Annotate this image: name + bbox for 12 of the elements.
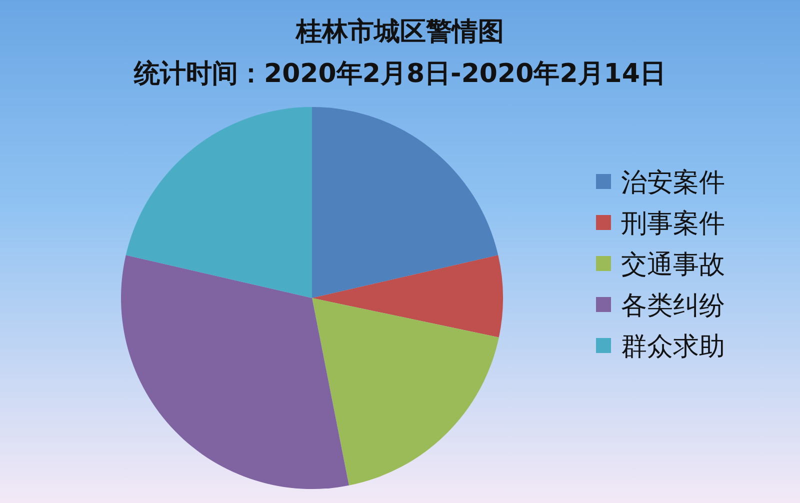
legend-label: 群众求助 bbox=[621, 332, 725, 362]
chart-subtitle: 统计时间：2020年2月8日-2020年2月14日 bbox=[133, 59, 666, 89]
legend-label: 交通事故 bbox=[621, 250, 725, 280]
pie-slice bbox=[312, 107, 498, 298]
pie-slice bbox=[312, 255, 503, 338]
legend-label: 各类纠纷 bbox=[621, 291, 725, 321]
pie-slice bbox=[312, 298, 499, 486]
pie-slice bbox=[121, 255, 349, 489]
pie-slice bbox=[126, 107, 312, 298]
chart-title: 桂林市城区警情图 bbox=[295, 17, 504, 47]
legend-label: 治安案件 bbox=[621, 168, 725, 198]
legend-label: 刑事案件 bbox=[621, 209, 725, 239]
